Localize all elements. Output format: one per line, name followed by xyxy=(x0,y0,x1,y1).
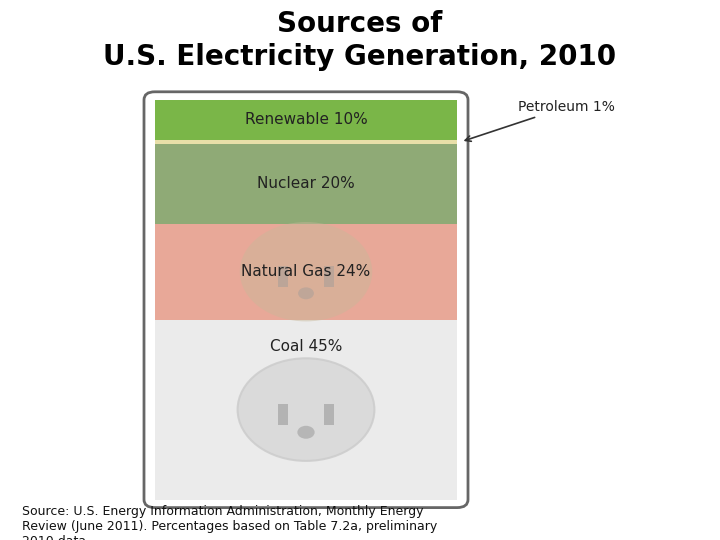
Bar xyxy=(324,404,334,424)
Circle shape xyxy=(238,359,374,461)
Bar xyxy=(155,144,457,224)
Bar xyxy=(324,266,334,287)
Text: U.S. Electricity Generation, 2010: U.S. Electricity Generation, 2010 xyxy=(104,43,616,71)
Text: Nuclear 20%: Nuclear 20% xyxy=(257,177,355,191)
Text: Source: U.S. Energy Information Administration, Monthly Energy
Review (June 2011: Source: U.S. Energy Information Administ… xyxy=(22,505,437,540)
Bar xyxy=(155,224,457,320)
Bar xyxy=(155,100,457,140)
Circle shape xyxy=(298,287,314,299)
FancyBboxPatch shape xyxy=(144,92,468,508)
Text: Coal 45%: Coal 45% xyxy=(270,339,342,354)
Circle shape xyxy=(240,222,372,321)
Bar xyxy=(278,404,288,424)
Text: Petroleum 1%: Petroleum 1% xyxy=(465,100,616,141)
Circle shape xyxy=(297,426,315,438)
Text: Renewable 10%: Renewable 10% xyxy=(245,112,367,127)
Bar xyxy=(278,266,288,287)
Text: Natural Gas 24%: Natural Gas 24% xyxy=(241,264,371,279)
Bar xyxy=(155,320,457,500)
Bar xyxy=(155,140,457,144)
Text: Sources of: Sources of xyxy=(277,10,443,38)
